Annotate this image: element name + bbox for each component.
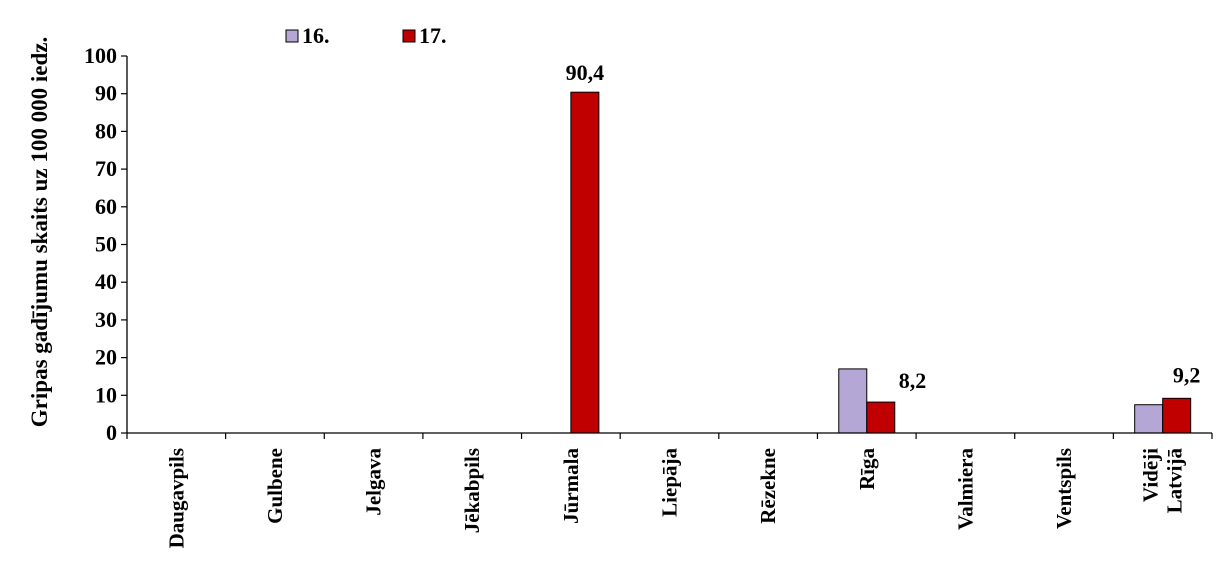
category-label-group: Daugavpils: [164, 448, 188, 548]
y-axis-title: Gripas gadījumu skaits uz 100 000 iedz.: [27, 37, 52, 427]
y-tick-label: 90: [95, 81, 117, 106]
category-label: Rēzekne: [756, 448, 780, 524]
bar-series-17: [866, 401, 896, 434]
y-tick-label: 100: [84, 43, 117, 68]
y-tick-label: 70: [95, 156, 117, 181]
category-label: Valmiera: [953, 448, 977, 531]
y-axis-ticks: 0 10 20 30 40 50 60 70 80 90 100: [84, 43, 127, 445]
category-label-group: Jūrmala: [559, 448, 583, 524]
category-label: Latvijā: [1163, 448, 1187, 514]
data-label: 9,2: [1173, 362, 1201, 387]
y-tick-label: 10: [95, 382, 117, 407]
category-label-group: Rēzekne: [756, 448, 780, 524]
y-axis-title-group: Gripas gadījumu skaits uz 100 000 iedz.: [27, 37, 52, 427]
category-label: Rīga: [855, 448, 879, 491]
category-label-group: Vidēji Latvijā: [1139, 448, 1187, 514]
legend-swatch: [402, 29, 416, 43]
y-tick-label: 50: [95, 232, 117, 257]
axes-group: [126, 56, 1213, 439]
y-tick-label: 0: [106, 420, 117, 445]
category-label: Daugavpils: [164, 448, 188, 548]
y-tick-label: 60: [95, 194, 117, 219]
category-labels: Daugavpils Gulbene Jelgava Jēkabpils Jūrmala…: [164, 448, 1186, 549]
y-tick-label: 80: [95, 118, 117, 143]
category-label-group: Ventspils: [1052, 448, 1076, 529]
category-label: Gulbene: [263, 448, 287, 524]
category-label-group: Liepāja: [658, 448, 682, 517]
bar-series-17: [1162, 397, 1192, 434]
bar-series-16: [1134, 404, 1164, 434]
legend-swatch: [285, 29, 299, 43]
category-label: Ventspils: [1052, 448, 1076, 529]
category-label: Jūrmala: [559, 448, 583, 524]
y-tick-label: 20: [95, 345, 117, 370]
bars-group: [570, 91, 1192, 434]
bar-series-17: [570, 91, 600, 434]
bar-series-16: [838, 368, 868, 434]
data-label: 90,4: [566, 60, 605, 85]
legend: 16. 17.: [285, 23, 447, 48]
category-label: Jēkabpils: [460, 448, 484, 533]
data-label: 8,2: [899, 368, 927, 393]
legend-label: 17.: [419, 23, 447, 48]
category-label-group: Gulbene: [263, 448, 287, 524]
category-label-group: Rīga: [855, 448, 879, 491]
category-label-group: Jēkabpils: [460, 448, 484, 533]
y-tick-label: 30: [95, 307, 117, 332]
category-label-group: Jelgava: [362, 448, 386, 516]
category-label: Jelgava: [362, 448, 386, 516]
category-label: Vidēji: [1139, 448, 1163, 502]
data-labels: 90,4 8,2 9,2: [566, 60, 1201, 393]
y-tick-label: 40: [95, 269, 117, 294]
category-label-group: Valmiera: [953, 448, 977, 531]
legend-label: 16.: [302, 23, 330, 48]
category-label: Liepāja: [658, 448, 682, 517]
